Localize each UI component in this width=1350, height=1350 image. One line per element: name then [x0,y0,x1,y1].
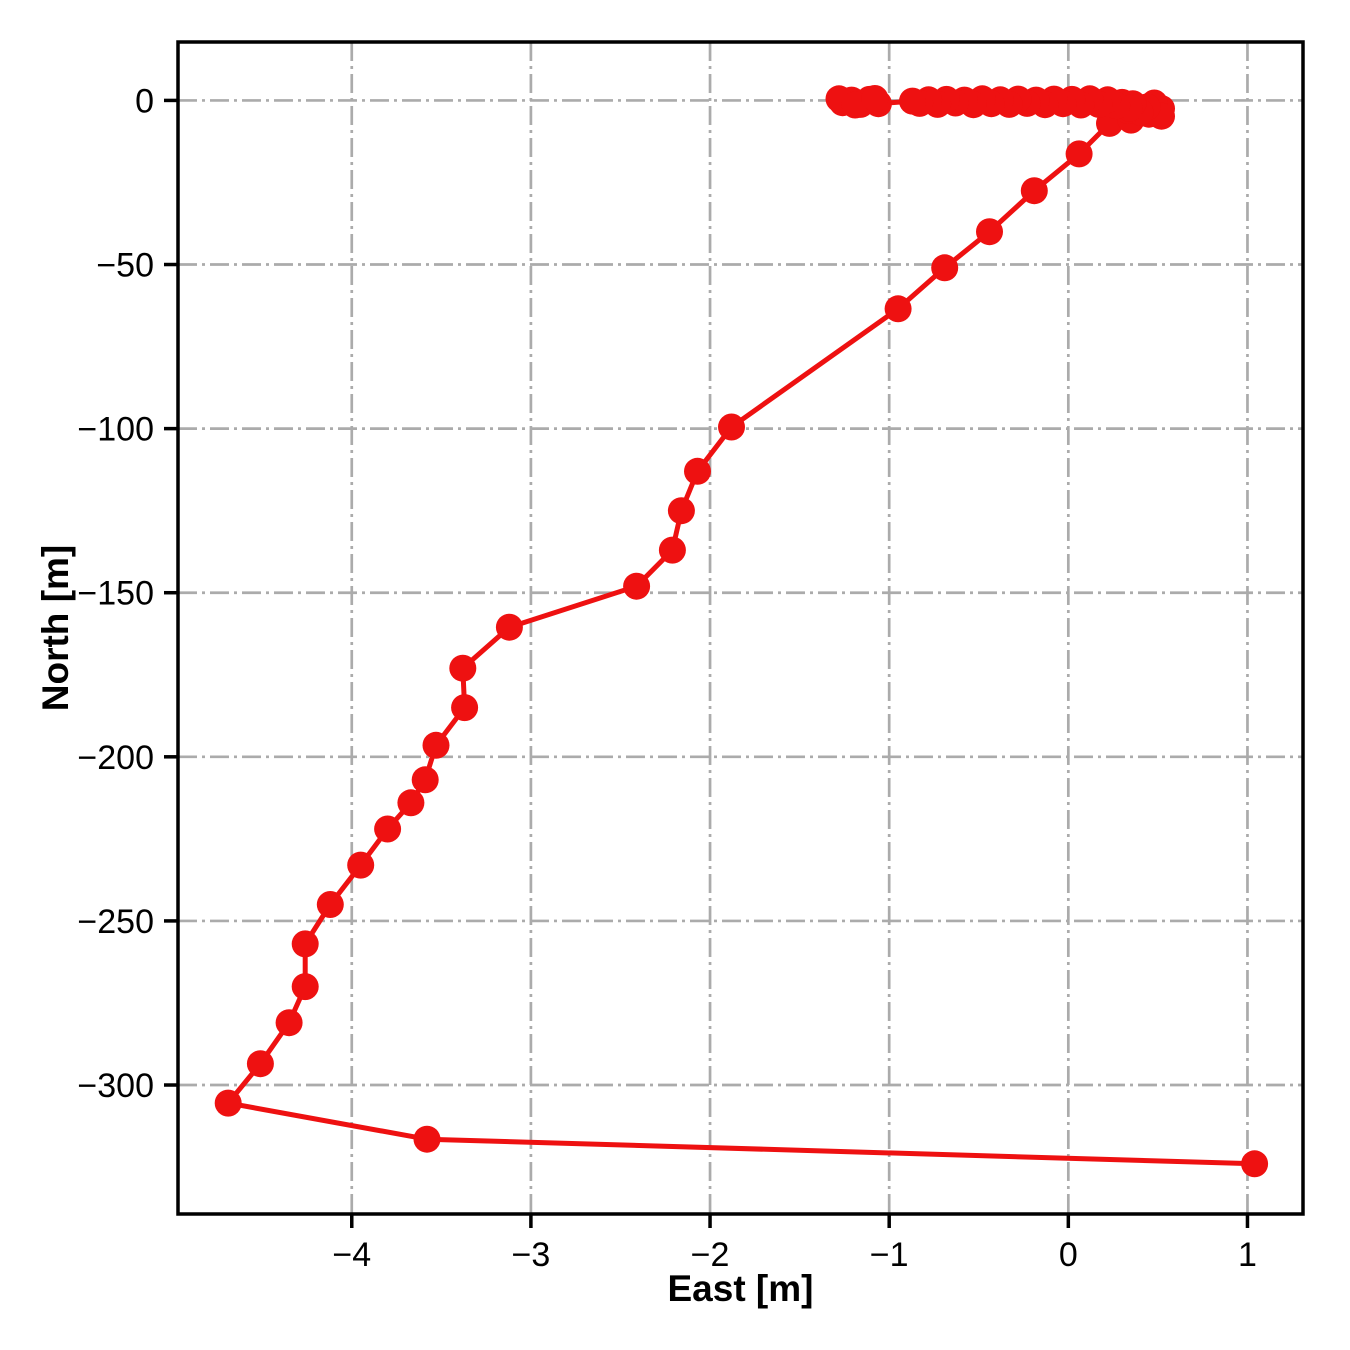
data-point-marker [861,85,889,112]
data-point-marker [884,295,912,323]
y-tick-label: −250 [77,903,154,941]
x-tick-label: 1 [1238,1236,1257,1274]
data-point-marker [931,254,959,282]
data-point-marker [411,766,439,794]
axis-ticks [164,98,1250,1228]
x-tick-label: −1 [870,1236,909,1274]
data-point-marker [347,851,375,879]
data-point-marker [976,218,1003,246]
data-point-marker [1020,177,1048,205]
data-point-marker [451,694,479,722]
data-point-marker [397,789,425,817]
y-tick-label: 0 [135,82,154,120]
data-point-marker [291,930,319,958]
data-point-marker [1241,1150,1269,1178]
data-point-marker [413,1125,441,1153]
data-point-marker [658,536,686,564]
trajectory-line [225,96,1258,1167]
data-point-marker [422,731,450,759]
x-tick-label: −3 [512,1236,551,1274]
y-tick-label: −50 [96,247,154,285]
y-tick-label: −300 [77,1067,154,1105]
plot-frame [176,40,1305,1216]
data-point-marker [449,654,477,682]
y-tick-label: −150 [77,575,154,613]
data-point-marker [246,1050,274,1078]
y-tick-label: −100 [77,411,154,449]
x-axis-label: East [m] [667,1268,814,1309]
trajectory-markers [214,85,1269,1178]
data-point-marker [214,1089,242,1117]
data-point-marker [718,413,745,441]
x-tick-label: 0 [1059,1236,1078,1274]
data-point-marker [684,457,711,485]
x-tick-label: −4 [332,1236,371,1274]
data-point-marker [316,891,344,918]
data-point-marker [291,973,319,1001]
data-point-marker [495,613,523,641]
data-point-marker [275,1009,303,1037]
data-point-marker [667,497,695,525]
data-point-marker [623,572,651,600]
gridlines [178,42,1303,1214]
y-axis-label: North [m] [35,544,76,712]
y-tick-label: −200 [77,739,154,777]
data-point-marker [1065,140,1093,168]
tick-labels: −4 −3 −2 −1 0 1 0 −50 −100 −150 −200 −250 −300 [77,82,1257,1274]
data-point-marker [374,815,402,843]
x-tick-label: −2 [691,1236,730,1274]
data-point-marker [899,87,926,115]
